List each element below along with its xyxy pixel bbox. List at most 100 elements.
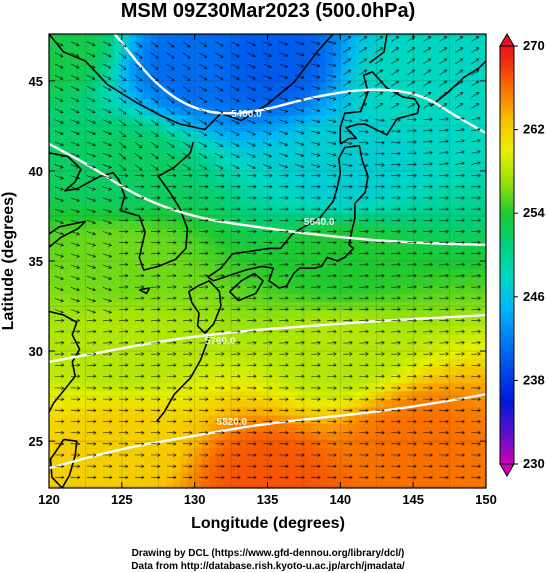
field-cell xyxy=(442,196,451,205)
field-cell xyxy=(238,390,247,400)
field-cell xyxy=(267,447,276,457)
field-cell xyxy=(121,204,130,213)
wind-arrowhead xyxy=(205,408,209,413)
field-cell xyxy=(172,342,181,351)
field-cell xyxy=(209,252,218,262)
wind-arrowhead xyxy=(316,119,321,124)
wind-arrowhead xyxy=(237,184,241,189)
field-cell xyxy=(187,155,196,165)
wind-arrow xyxy=(150,52,159,59)
field-cell xyxy=(420,147,429,157)
field-cell xyxy=(442,261,451,270)
field-cell xyxy=(216,171,225,181)
wind-arrowhead xyxy=(189,285,193,289)
field-cell xyxy=(318,228,327,238)
wind-arrow xyxy=(86,264,96,269)
height-contour xyxy=(49,393,486,470)
field-cell xyxy=(435,147,443,157)
wind-arrow xyxy=(295,108,304,112)
wind-arrowhead xyxy=(219,154,224,159)
wind-arrowhead xyxy=(109,341,113,345)
field-cell xyxy=(172,415,181,424)
field-cell xyxy=(209,390,218,400)
field-cell xyxy=(85,42,94,51)
field-cell xyxy=(201,220,210,230)
field-cell xyxy=(267,236,276,246)
field-cell xyxy=(150,309,159,319)
field-cell xyxy=(216,66,225,76)
field-cell xyxy=(376,301,385,311)
field-cell xyxy=(223,333,232,343)
wind-arrow xyxy=(54,231,64,235)
field-cell xyxy=(165,269,174,278)
field-cell xyxy=(318,171,327,181)
field-cell xyxy=(143,90,152,100)
field-cell xyxy=(136,447,145,457)
field-cell xyxy=(209,382,218,392)
field-cell xyxy=(274,479,283,488)
wind-arrowhead xyxy=(235,42,240,47)
wind-arrowhead xyxy=(125,341,129,345)
field-cell xyxy=(238,244,247,254)
wind-arrowhead xyxy=(157,296,161,300)
field-cell xyxy=(180,58,188,68)
wind-arrow xyxy=(102,220,112,224)
field-cell xyxy=(238,34,247,43)
wind-arrowhead xyxy=(347,47,352,51)
field-cell xyxy=(143,82,152,92)
field-cell xyxy=(398,358,407,367)
field-cell xyxy=(260,301,269,311)
field-cell xyxy=(478,212,486,222)
field-cell xyxy=(427,423,436,432)
field-cell xyxy=(121,261,130,270)
field-cell xyxy=(427,309,436,319)
wind-arrowhead xyxy=(77,453,81,457)
wind-arrowhead xyxy=(59,54,64,58)
field-cell xyxy=(56,252,65,262)
field-cell xyxy=(187,423,196,432)
field-cell xyxy=(449,66,458,76)
field-cell xyxy=(194,398,203,408)
field-cell xyxy=(413,74,422,84)
field-cell xyxy=(296,171,305,181)
field-cell xyxy=(471,398,480,408)
field-cell xyxy=(362,447,371,457)
wind-arrowhead xyxy=(92,298,96,303)
wind-arrow xyxy=(279,41,288,45)
field-cell xyxy=(158,155,167,165)
field-cell xyxy=(369,350,378,359)
field-cell xyxy=(405,147,414,157)
field-cell xyxy=(376,358,385,367)
field-cell xyxy=(471,252,480,262)
field-cell xyxy=(449,309,458,319)
field-cell xyxy=(456,196,465,205)
wind-arrowhead xyxy=(171,144,175,148)
field-cell xyxy=(333,34,341,43)
field-cell xyxy=(194,325,203,335)
wind-arrowhead xyxy=(333,240,337,245)
field-cell xyxy=(311,358,320,367)
field-cell xyxy=(260,431,269,440)
field-cell xyxy=(85,58,94,68)
field-cell xyxy=(70,155,79,165)
field-cell xyxy=(216,115,225,124)
wind-arrow xyxy=(54,242,64,246)
field-cell xyxy=(252,98,261,108)
field-cell xyxy=(303,252,312,262)
field-cell xyxy=(150,228,159,238)
field-cell xyxy=(398,58,407,68)
field-cell xyxy=(85,447,94,457)
field-cell xyxy=(325,244,334,254)
field-cell xyxy=(442,220,451,230)
field-cell xyxy=(78,406,87,416)
field-cell xyxy=(70,374,79,384)
field-cell xyxy=(391,82,400,92)
wind-arrowhead xyxy=(189,229,193,234)
wind-arrow xyxy=(311,119,320,123)
wind-arrowhead xyxy=(317,329,321,334)
field-cell xyxy=(354,358,363,367)
wind-arrow xyxy=(118,86,127,93)
wind-arrowhead xyxy=(219,143,224,147)
wind-arrowhead xyxy=(365,442,369,446)
wind-arrowhead xyxy=(61,442,65,446)
